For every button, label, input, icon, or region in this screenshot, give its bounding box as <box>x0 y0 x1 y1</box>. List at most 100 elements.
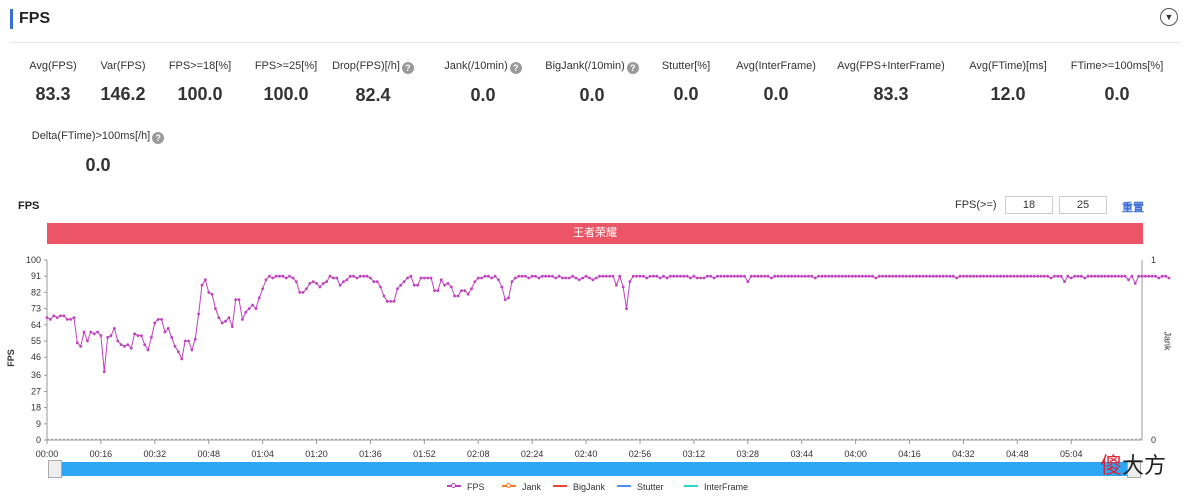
data-point <box>914 274 918 278</box>
data-point <box>355 276 359 280</box>
data-point <box>203 278 207 282</box>
data-point <box>251 303 254 307</box>
data-point <box>908 274 911 278</box>
data-point <box>244 310 248 314</box>
y-tick-label: 0 <box>36 435 41 445</box>
slider-handle-right[interactable] <box>1127 460 1141 478</box>
data-point <box>453 294 457 298</box>
legend-item[interactable]: InterFrame <box>684 482 748 492</box>
data-point <box>699 276 703 280</box>
data-point <box>935 274 938 278</box>
data-point <box>335 276 339 280</box>
data-point <box>850 274 854 278</box>
help-icon[interactable]: ? <box>152 132 165 144</box>
data-point <box>864 274 868 278</box>
data-point <box>406 276 409 280</box>
help-icon[interactable]: ? <box>401 62 414 74</box>
data-point <box>682 274 686 278</box>
data-point <box>968 274 972 278</box>
data-point <box>106 336 110 339</box>
legend-item[interactable]: FPS <box>447 482 485 492</box>
data-point <box>1076 274 1080 278</box>
legend-item[interactable]: Jank <box>502 482 541 492</box>
metric-label: Jank(/10min)? <box>413 59 553 74</box>
data-point <box>584 274 588 278</box>
data-point <box>588 276 591 280</box>
data-point <box>1059 274 1063 278</box>
data-point <box>1012 274 1016 278</box>
data-point <box>422 276 426 280</box>
data-point <box>746 280 750 283</box>
data-point <box>1130 274 1134 278</box>
data-point <box>318 285 322 289</box>
legend-swatch-icon <box>617 485 631 487</box>
legend-label: FPS <box>467 482 485 492</box>
x-tick-label: 03:28 <box>737 449 760 459</box>
data-point <box>877 274 881 278</box>
data-point <box>55 316 59 319</box>
metric-value: 100.0 <box>263 84 309 104</box>
metric-label: Var(FPS) <box>100 60 146 72</box>
chart-title: FPS <box>18 200 40 212</box>
data-point <box>540 274 544 278</box>
data-point <box>1167 276 1171 280</box>
data-point <box>345 278 349 282</box>
legend-item[interactable]: Stutter <box>617 482 664 492</box>
data-point <box>823 274 827 278</box>
data-point <box>257 296 261 300</box>
threshold-input-1[interactable] <box>1005 196 1053 214</box>
data-point <box>1147 274 1151 278</box>
data-point <box>705 274 709 278</box>
data-point <box>999 274 1002 278</box>
data-point <box>338 283 342 287</box>
y-tick-label: 55 <box>31 336 41 346</box>
data-point <box>1157 276 1161 280</box>
data-point <box>254 307 258 310</box>
data-point <box>241 318 244 321</box>
data-point <box>780 274 783 278</box>
data-point <box>554 276 558 280</box>
data-point <box>510 280 514 283</box>
data-point <box>362 274 366 278</box>
data-point <box>1036 274 1039 278</box>
data-point <box>177 350 180 354</box>
help-icon[interactable]: ? <box>626 62 639 74</box>
data-point <box>830 274 834 278</box>
data-point <box>210 292 214 296</box>
data-point <box>692 274 696 278</box>
y-tick-label: 27 <box>31 386 41 396</box>
legend-swatch-icon <box>447 483 461 488</box>
data-point <box>817 274 820 278</box>
data-point <box>985 274 989 278</box>
data-point <box>524 274 527 278</box>
reset-button[interactable]: 重置 <box>1122 202 1144 214</box>
threshold-input-2[interactable] <box>1059 196 1107 214</box>
data-point <box>995 274 999 278</box>
time-range-slider[interactable] <box>48 462 1141 476</box>
data-point <box>102 370 106 373</box>
data-point <box>962 274 965 278</box>
data-point <box>69 318 72 321</box>
data-point <box>143 343 147 346</box>
metric-value: 12.0 <box>990 84 1026 104</box>
data-point <box>898 274 901 278</box>
data-point <box>982 274 986 278</box>
data-point <box>854 274 858 278</box>
y-tick-label: 91 <box>31 271 41 281</box>
help-icon[interactable]: ? <box>509 62 522 74</box>
data-point <box>416 283 420 287</box>
data-point <box>648 274 652 278</box>
fps-chart: 0 9 18 27 36 46 55 64 73 82 91 100 0 1 00:00 00:16 00:32… <box>26 255 1171 459</box>
collapse-chevron-icon[interactable]: ▼ <box>1160 8 1178 26</box>
data-point <box>1046 274 1050 278</box>
metric-value: 0.0 <box>470 85 496 105</box>
metric-value: 146.2 <box>100 84 146 104</box>
data-point <box>224 319 227 323</box>
legend-item[interactable]: BigJank <box>553 482 605 492</box>
metric-value: 100.0 <box>177 84 223 104</box>
data-point <box>1026 274 1029 278</box>
data-point <box>278 274 281 278</box>
slider-handle-left[interactable] <box>48 460 62 478</box>
data-point <box>315 282 318 285</box>
x-tick-label: 03:12 <box>683 449 706 459</box>
